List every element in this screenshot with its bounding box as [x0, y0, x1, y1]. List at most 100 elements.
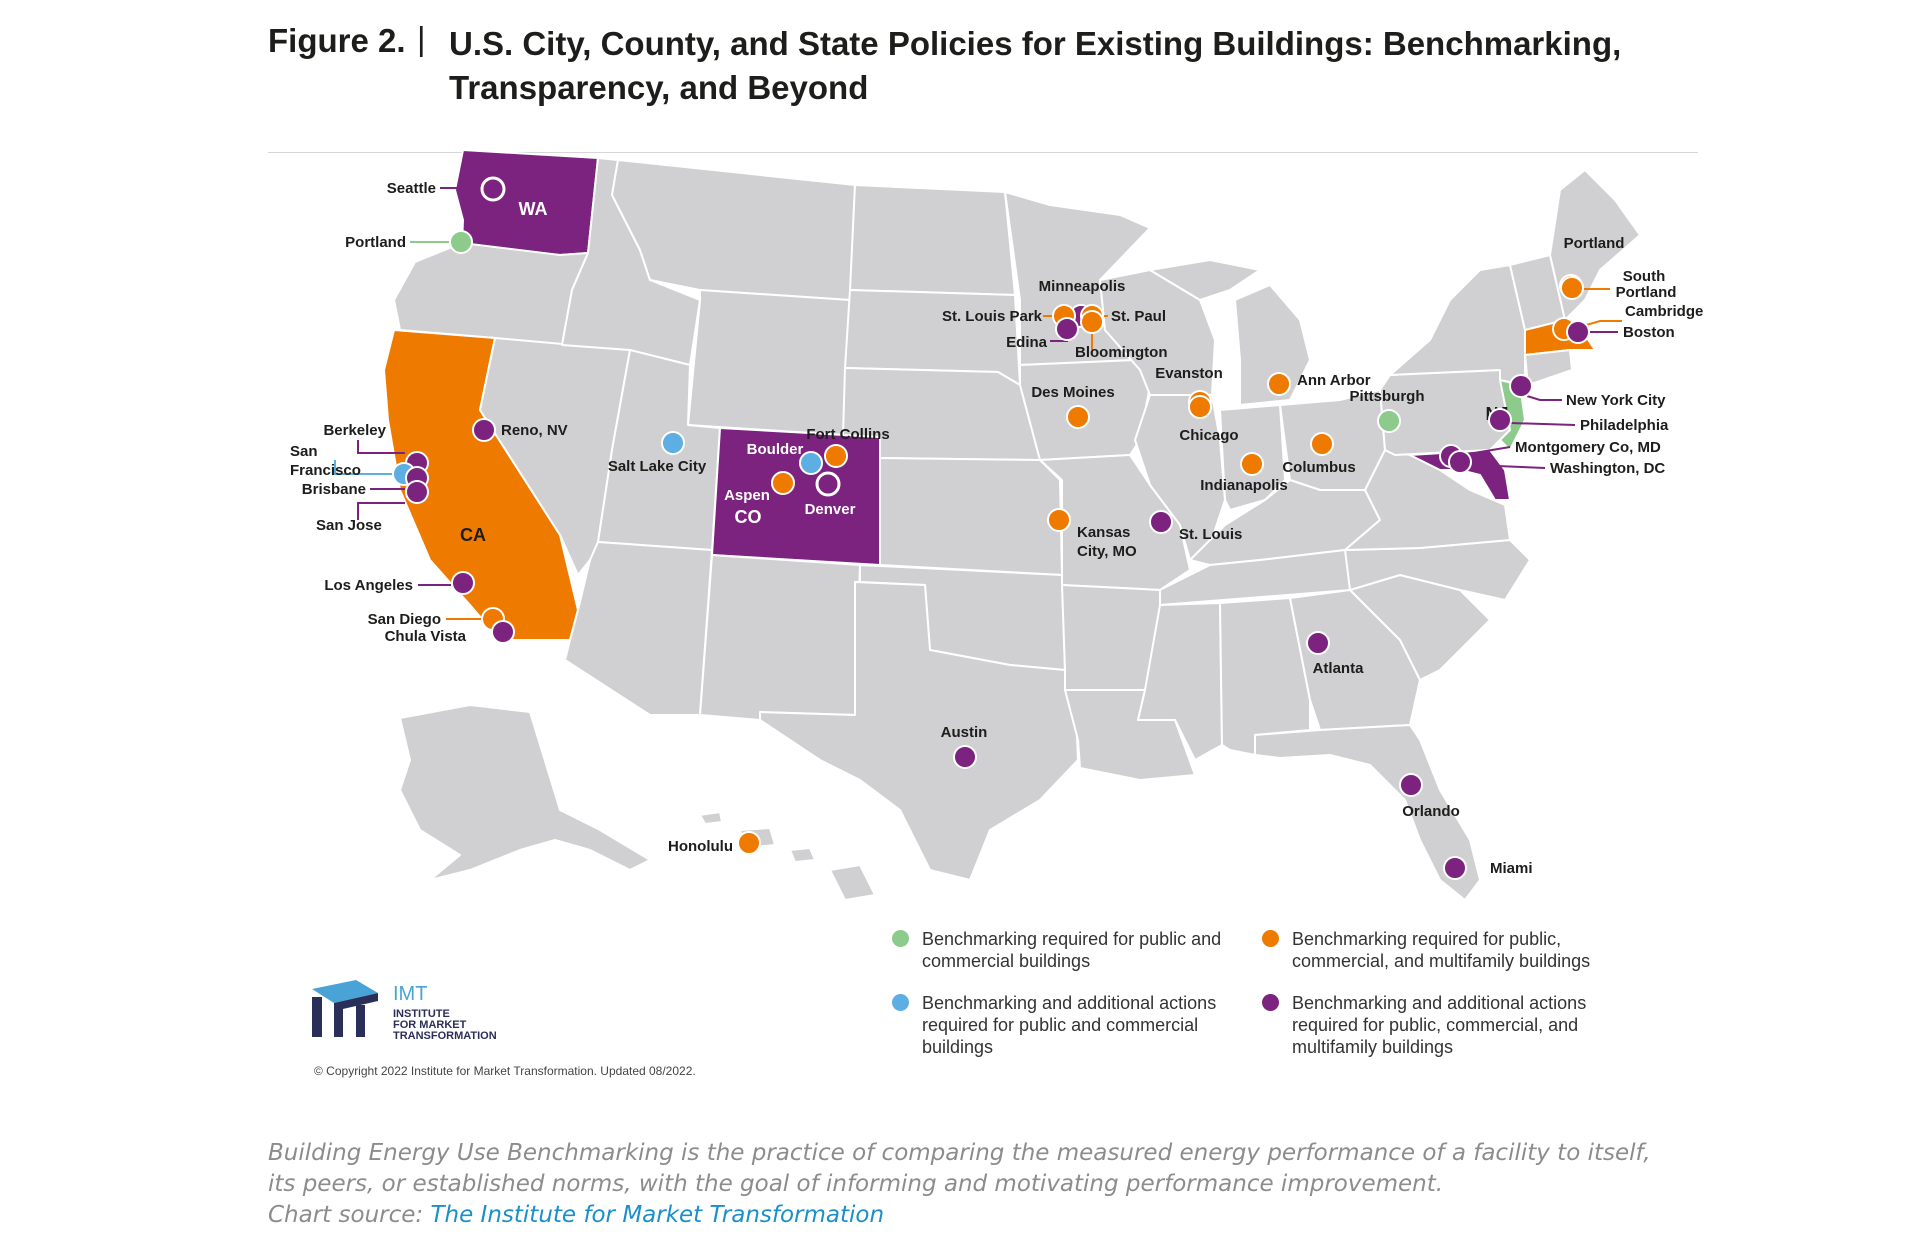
city-marker[interactable]	[1149, 510, 1173, 534]
city-marker[interactable]	[953, 745, 977, 769]
city-marker[interactable]	[815, 471, 841, 497]
city-marker[interactable]	[1509, 374, 1533, 398]
city-label: Seattle	[387, 180, 436, 197]
state-tx[interactable]	[759, 581, 1079, 881]
city-label: Portland	[1564, 235, 1625, 252]
legend-text-additional-all: Benchmarking and additional actions requ…	[1292, 993, 1587, 1057]
city-marker[interactable]	[799, 451, 823, 475]
city-label: San Diego	[368, 611, 441, 628]
city-label: Salt Lake City	[608, 458, 707, 475]
city-label: Kansas City, MO	[1077, 524, 1137, 560]
legend-text-additional-public-commercial: Benchmarking and additional actions requ…	[922, 993, 1217, 1057]
city-label: South Portland	[1616, 268, 1677, 301]
logo-name: IMT	[393, 983, 428, 1005]
logo-line2: FOR MARKET	[393, 1019, 467, 1031]
city-label: Denver	[805, 501, 856, 518]
city-marker[interactable]	[661, 431, 685, 455]
city-marker[interactable]	[1566, 320, 1590, 344]
title-divider	[268, 152, 1698, 153]
state-hi[interactable]	[699, 811, 876, 901]
city-marker[interactable]	[737, 831, 761, 855]
city-marker[interactable]	[1448, 450, 1472, 474]
state-ct-ri[interactable]	[1524, 349, 1573, 386]
leader-line	[1509, 422, 1576, 426]
state-ar[interactable]	[1061, 584, 1161, 691]
city-label: Des Moines	[1031, 384, 1114, 401]
leader-line	[1526, 395, 1562, 401]
legend-dot-public-commercial-multifamily	[1262, 930, 1279, 947]
city-label: Columbus	[1282, 459, 1355, 476]
state-mi[interactable]	[1149, 259, 1311, 406]
state-nm[interactable]	[699, 554, 861, 721]
city-label: Portland	[345, 234, 406, 251]
state-fl[interactable]	[1254, 724, 1481, 901]
city-marker[interactable]	[1377, 409, 1401, 433]
legend-text-public-commercial: Benchmarking required for public and com…	[922, 929, 1222, 971]
state-wy[interactable]	[687, 289, 851, 436]
state-md[interactable]	[1409, 449, 1511, 501]
city-marker[interactable]	[1399, 773, 1423, 797]
legend-dot-additional-all	[1262, 994, 1279, 1011]
city-marker[interactable]	[1310, 432, 1334, 456]
city-marker[interactable]	[449, 230, 473, 254]
figure-label: Figure 2.	[268, 22, 406, 59]
city-label: San Francisco	[290, 443, 361, 479]
city-label: St. Louis Park	[942, 308, 1043, 325]
state-ks[interactable]	[879, 457, 1063, 576]
figure-title: U.S. City, County, and State Policies fo…	[449, 25, 1622, 106]
leader-line	[357, 502, 405, 520]
city-label: Miami	[1490, 860, 1533, 877]
city-marker[interactable]	[1080, 310, 1104, 334]
city-marker[interactable]	[1066, 405, 1090, 429]
city-marker[interactable]	[1188, 395, 1212, 419]
city-label: Cambridge	[1625, 303, 1703, 320]
state-ny[interactable]	[1389, 264, 1526, 386]
city-label: San Jose	[316, 517, 382, 534]
city-marker[interactable]	[1267, 372, 1291, 396]
city-label: Edina	[1006, 334, 1047, 351]
state-label: WA	[519, 199, 548, 219]
copyright-notice: © Copyright 2022 Institute for Market Tr…	[314, 1064, 696, 1078]
city-marker[interactable]	[824, 444, 848, 468]
city-label: Chicago	[1179, 427, 1238, 444]
city-markers	[392, 176, 1590, 880]
caption-line2: its peers, or established norms, with th…	[268, 1171, 1444, 1197]
city-labels: Seattle Portland Berkeley San Francisco Brisb…	[290, 180, 1703, 877]
city-marker[interactable]	[405, 480, 429, 504]
city-marker[interactable]	[480, 176, 506, 202]
city-label: Boulder	[747, 441, 804, 458]
city-marker[interactable]	[1488, 408, 1512, 432]
state-ak[interactable]	[399, 704, 651, 881]
city-marker[interactable]	[1306, 631, 1330, 655]
city-marker[interactable]	[1240, 452, 1264, 476]
city-label: Chula Vista	[385, 628, 467, 645]
city-label: Aspen	[724, 487, 770, 504]
state-az[interactable]	[564, 541, 713, 716]
city-marker[interactable]	[1560, 276, 1584, 300]
city-label: Reno, NV	[501, 422, 568, 439]
city-marker[interactable]	[451, 571, 475, 595]
caption-line1: Building Energy Use Benchmarking is the …	[268, 1140, 1651, 1166]
city-label: Minneapolis	[1039, 278, 1126, 295]
city-label: St. Louis	[1179, 526, 1242, 543]
legend-dot-additional-public-commercial	[892, 994, 909, 1011]
city-marker[interactable]	[771, 471, 795, 495]
legend-dot-public-commercial	[892, 930, 909, 947]
legend-text-public-commercial-multifamily: Benchmarking required for public, commer…	[1292, 929, 1591, 971]
city-marker[interactable]	[472, 418, 496, 442]
leader-line	[1461, 446, 1511, 456]
city-marker[interactable]	[1055, 317, 1079, 341]
city-marker[interactable]	[1047, 508, 1071, 532]
city-marker[interactable]	[491, 620, 515, 644]
city-label: Washington, DC	[1550, 460, 1665, 477]
state-or[interactable]	[393, 242, 589, 346]
state-nd[interactable]	[849, 184, 1016, 296]
city-marker[interactable]	[1443, 856, 1467, 880]
caption-source-link[interactable]: The Institute for Market Transformation	[430, 1202, 885, 1228]
city-label: Evanston	[1155, 365, 1223, 382]
logo-line1: INSTITUTE	[393, 1008, 450, 1020]
caption-source-prefix: Chart source:	[268, 1202, 431, 1228]
state-label: CA	[460, 525, 486, 545]
city-label: Boston	[1623, 324, 1675, 341]
